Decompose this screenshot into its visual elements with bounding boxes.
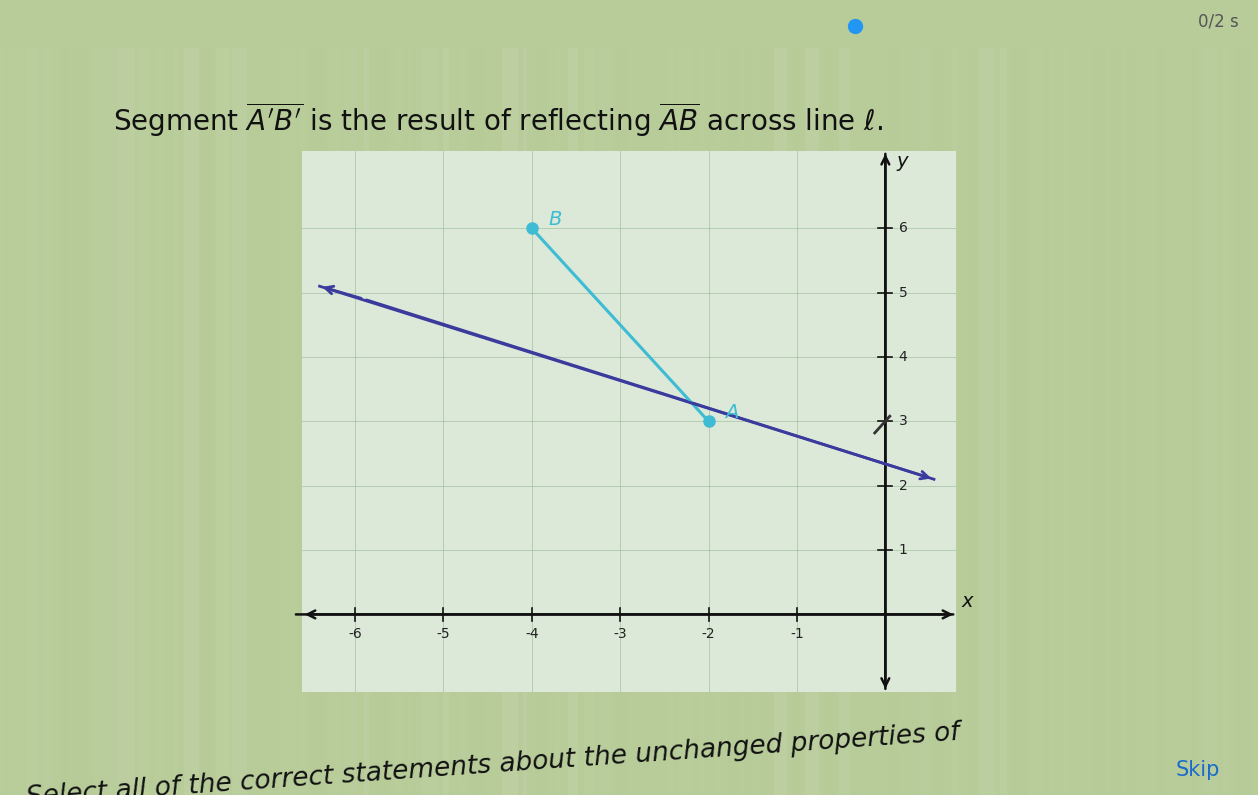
Text: Select all of the correct statements about the unchanged properties of: Select all of the correct statements abo… — [25, 720, 960, 795]
Text: 6: 6 — [898, 221, 907, 235]
Text: Skip: Skip — [1176, 760, 1220, 780]
Text: -6: -6 — [348, 627, 362, 642]
Text: 0/2 s: 0/2 s — [1199, 13, 1239, 30]
Text: 1: 1 — [898, 543, 907, 557]
Text: -5: -5 — [437, 627, 450, 642]
Text: $A$: $A$ — [725, 403, 740, 422]
Text: $y$: $y$ — [896, 154, 911, 173]
Text: -4: -4 — [525, 627, 538, 642]
Text: -1: -1 — [790, 627, 804, 642]
Text: Segment $\overline{A'B'}$ is the result of reflecting $\overline{AB}$ across lin: Segment $\overline{A'B'}$ is the result … — [113, 100, 883, 138]
Text: $B$: $B$ — [547, 210, 562, 229]
Text: 4: 4 — [898, 350, 907, 364]
Text: 3: 3 — [898, 414, 907, 429]
Text: 2: 2 — [898, 479, 907, 493]
Text: 5: 5 — [898, 285, 907, 300]
Text: -3: -3 — [614, 627, 626, 642]
Text: $x$: $x$ — [961, 592, 975, 611]
Text: -2: -2 — [702, 627, 716, 642]
